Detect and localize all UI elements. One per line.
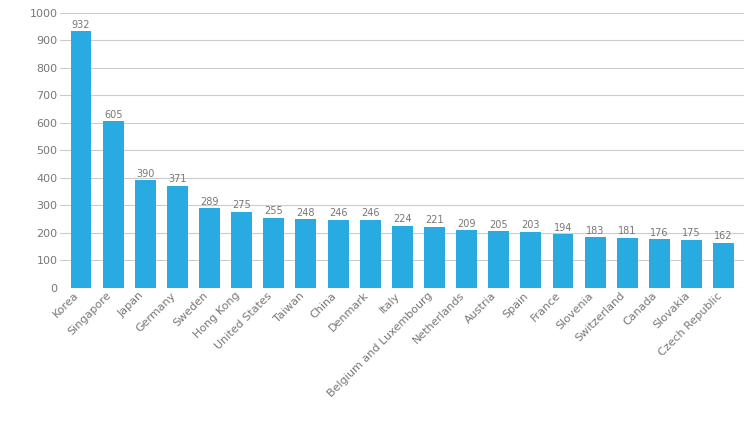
Text: 205: 205: [490, 220, 508, 230]
Text: 175: 175: [682, 228, 701, 238]
Text: 275: 275: [232, 201, 251, 210]
Text: 246: 246: [329, 209, 347, 218]
Text: 224: 224: [393, 214, 411, 224]
Bar: [553, 234, 574, 288]
Text: 246: 246: [361, 209, 380, 218]
Bar: [359, 220, 381, 288]
Text: 183: 183: [586, 226, 605, 236]
Bar: [71, 31, 92, 288]
Text: 221: 221: [425, 215, 444, 225]
Text: 162: 162: [714, 231, 733, 242]
Bar: [199, 208, 220, 288]
Text: 289: 289: [200, 197, 219, 206]
Bar: [103, 121, 123, 288]
Bar: [681, 239, 702, 288]
Text: 194: 194: [553, 222, 572, 233]
Bar: [232, 212, 252, 288]
Bar: [135, 180, 156, 288]
Bar: [584, 237, 605, 288]
Text: 371: 371: [168, 174, 186, 184]
Text: 181: 181: [618, 226, 636, 236]
Bar: [649, 239, 670, 288]
Bar: [328, 220, 348, 288]
Text: 203: 203: [522, 220, 540, 230]
Text: 248: 248: [297, 208, 315, 218]
Text: 932: 932: [71, 20, 90, 30]
Text: 209: 209: [457, 219, 476, 228]
Bar: [520, 232, 541, 288]
Bar: [167, 186, 188, 288]
Bar: [296, 220, 317, 288]
Bar: [263, 217, 284, 288]
Bar: [424, 227, 445, 288]
Text: 390: 390: [136, 169, 154, 179]
Bar: [456, 230, 477, 288]
Bar: [488, 231, 509, 288]
Bar: [617, 238, 638, 288]
Text: 605: 605: [104, 110, 123, 120]
Text: 255: 255: [265, 206, 284, 216]
Bar: [713, 243, 734, 288]
Text: 176: 176: [650, 228, 669, 238]
Bar: [392, 226, 413, 288]
